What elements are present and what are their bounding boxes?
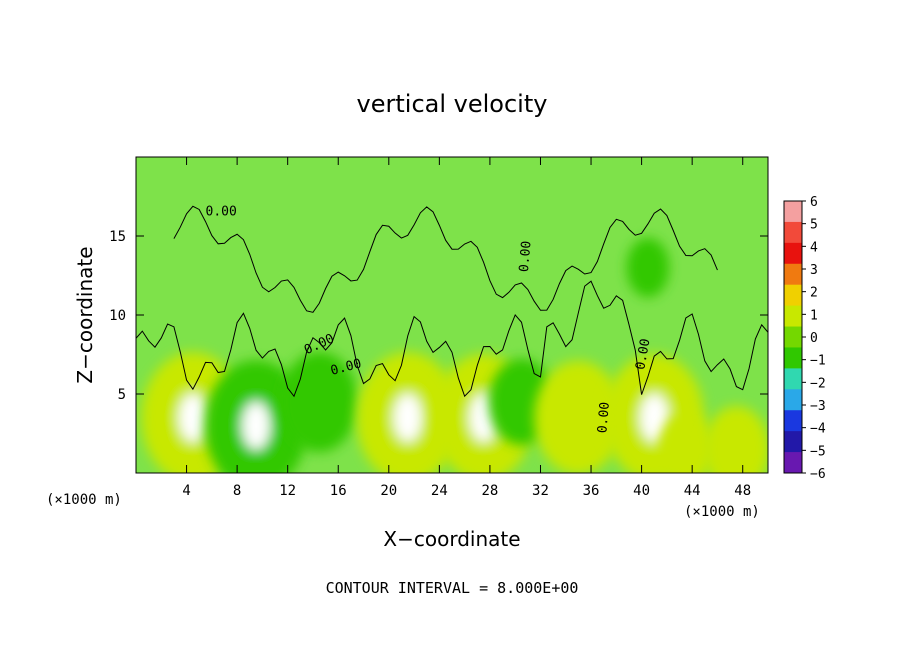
contour-label: 0.00 <box>206 204 237 219</box>
contour-label: 0.00 <box>595 401 613 434</box>
x-tick-label: 48 <box>734 483 751 499</box>
y-axis-ticks: 5 10 15 <box>109 229 768 403</box>
x-axis-ticks: 4 8 12 16 20 24 28 32 36 40 44 48 <box>182 157 751 499</box>
y-tick-label: 15 <box>109 229 126 245</box>
colorbar-tick-label: −3 <box>810 399 826 414</box>
colorbar-tick-label: 5 <box>810 218 818 233</box>
colorbar-tick-label: 1 <box>810 308 818 323</box>
field-cell-8 <box>658 412 713 473</box>
contour-labels: 0.000.000.000.000.000.00 <box>206 204 654 433</box>
colorbar-swatch <box>784 452 802 474</box>
x-tick-label: 16 <box>330 483 347 499</box>
field-cell-2 <box>280 351 358 452</box>
colorbar: 6 5 4 3 2 1 0 −1 −2 −3 −4 −5 −6 <box>783 195 826 482</box>
x-tick-label: 24 <box>431 483 448 499</box>
velocity-field <box>141 238 768 473</box>
colorbar-tick-label: 0 <box>810 331 818 346</box>
colorbar-swatch <box>784 431 802 453</box>
colorbar-tick-label: 6 <box>810 195 818 210</box>
x-tick-label: 12 <box>279 483 296 499</box>
colorbar-tick-label: 3 <box>810 263 818 278</box>
colorbar-swatch <box>784 368 802 390</box>
colorbar-swatch <box>784 389 802 411</box>
colorbar-tick-label: −1 <box>810 354 826 369</box>
colorbar-swatch <box>784 347 802 369</box>
x-tick-label: 28 <box>481 483 498 499</box>
y-axis-label: Z−coordinate <box>73 246 97 383</box>
field-cell-6 <box>534 360 623 473</box>
x-tick-label: 8 <box>233 483 241 499</box>
field-cell-1 <box>204 360 308 473</box>
field-cell-3 <box>356 352 460 473</box>
chart-title: vertical velocity <box>357 90 548 118</box>
colorbar-tick-label: 4 <box>810 240 818 255</box>
colorbar-tick-label: 2 <box>810 286 818 301</box>
x-axis-unit-right: (×1000 m) <box>684 504 760 520</box>
colorbar-swatch <box>784 305 802 328</box>
x-tick-label: 32 <box>532 483 549 499</box>
contour-label: 0.00 <box>633 338 653 371</box>
colorbar-swatch <box>784 242 802 265</box>
y-tick-label: 5 <box>118 387 126 403</box>
plot-area: 0.000.000.000.000.000.00 <box>135 156 769 474</box>
colorbar-tick-label: −2 <box>810 376 826 391</box>
field-cell-10 <box>626 238 670 298</box>
x-tick-label: 36 <box>583 483 600 499</box>
colorbar-tick-label: −4 <box>810 422 826 437</box>
contour-label: 0.00 <box>517 240 535 273</box>
colorbar-swatch <box>784 263 802 286</box>
y-tick-label: 10 <box>109 308 126 324</box>
x-tick-label: 20 <box>380 483 397 499</box>
x-tick-label: 40 <box>633 483 650 499</box>
x-axis-unit-left: (×1000 m) <box>46 492 122 508</box>
colorbar-swatch <box>784 284 802 307</box>
colorbar-swatch <box>784 326 802 348</box>
x-axis-label: X−coordinate <box>383 527 520 551</box>
contour-interval-note: CONTOUR INTERVAL = 8.000E+00 <box>326 579 579 597</box>
contour-line-upper <box>173 205 718 313</box>
colorbar-swatch <box>784 410 802 432</box>
zero-contours <box>136 205 768 398</box>
colorbar-swatch <box>784 201 802 223</box>
field-cell-9 <box>703 406 768 473</box>
contour-line-lower <box>136 280 768 398</box>
x-tick-label: 4 <box>182 483 190 499</box>
colorbar-tick-label: −5 <box>810 444 826 459</box>
field-cell-7 <box>604 354 705 473</box>
colorbar-swatch <box>784 221 802 244</box>
x-tick-label: 44 <box>684 483 701 499</box>
colorbar-tick-label: −6 <box>810 467 826 482</box>
